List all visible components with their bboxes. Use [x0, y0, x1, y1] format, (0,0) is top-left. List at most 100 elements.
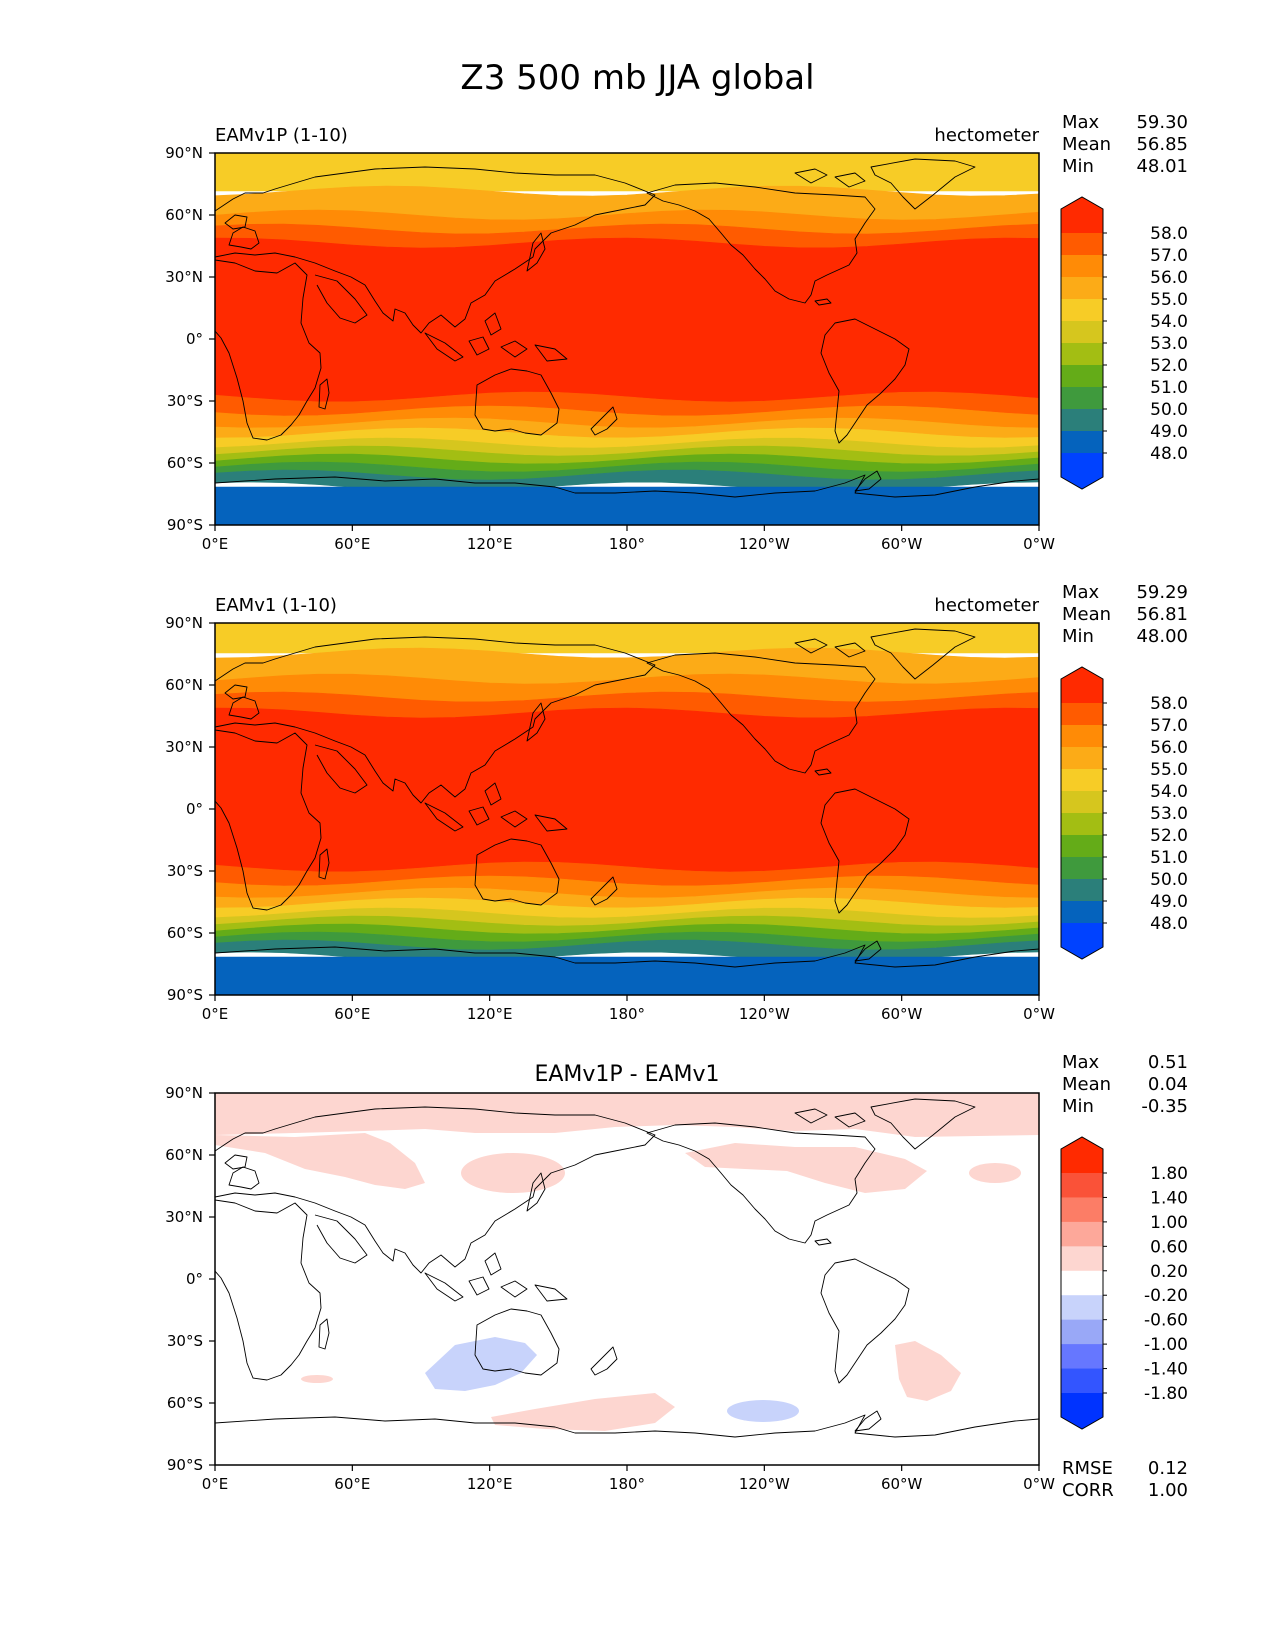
metric-value: 1.00 [1148, 1480, 1188, 1501]
colorbar-segment [1061, 1344, 1103, 1370]
colorbar-segment [1061, 277, 1103, 300]
lon-tick-label: 0°W [1023, 1005, 1055, 1023]
panel-left-title: EAMv1 (1-10) [215, 595, 337, 616]
lat-tick-label: 60°N [165, 206, 203, 224]
stat-label: Max [1062, 582, 1100, 603]
colorbar-bottom-arrow [1061, 923, 1103, 959]
stat-label: Min [1062, 626, 1094, 647]
colorbar-segment [1061, 387, 1103, 410]
lat-tick-label: 0° [186, 800, 203, 818]
colorbar-segment [1061, 747, 1103, 770]
colorbar-segment [1061, 409, 1103, 432]
colorbar-segment [1061, 857, 1103, 880]
colorbar-segment [1061, 1270, 1103, 1296]
colorbar-label: 52.0 [1150, 826, 1188, 846]
lon-tick-label: 0°W [1023, 1475, 1055, 1493]
colorbar-label: 1.40 [1150, 1188, 1188, 1208]
colorbar-label: 51.0 [1150, 378, 1188, 398]
lon-tick-label: 60°W [881, 1005, 923, 1023]
colorbar-label: 48.0 [1150, 914, 1188, 934]
colorbar-segment [1061, 365, 1103, 388]
lat-tick-label: 30°N [165, 1208, 203, 1226]
colorbar: 1.80 1.40 1.00 0.60 0.20 -0.20 -0.60 -1.00 -1.40… [1060, 1136, 1188, 1430]
panel-eamv1: 90°N 60°N 30°N 0° 30°S 60°S 90°S0°E 60°E 120°E 18… [165, 582, 1188, 1023]
colorbar-label: 55.0 [1150, 760, 1188, 780]
lat-tick-label: 90°N [165, 614, 203, 632]
lat-tick-label: 60°S [167, 454, 203, 472]
colorbar-label: 55.0 [1150, 290, 1188, 310]
metric-value: 0.12 [1148, 1458, 1188, 1479]
lat-tick-label: 0° [186, 1270, 203, 1288]
stat-value: 48.01 [1136, 156, 1188, 177]
panel-units: hectometer [934, 595, 1039, 616]
stat-value: 56.81 [1136, 604, 1188, 625]
colorbar-label: 53.0 [1150, 804, 1188, 824]
lon-tick-label: 180° [609, 1475, 645, 1493]
colorbar-segment [1061, 321, 1103, 344]
lon-tick-label: 180° [609, 1005, 645, 1023]
lon-tick-label: 60°W [881, 1475, 923, 1493]
stat-value: 0.51 [1148, 1052, 1188, 1073]
colorbar-top-arrow [1061, 197, 1103, 233]
metric-label: RMSE [1062, 1458, 1113, 1479]
lat-tick-label: 90°N [165, 1084, 203, 1102]
lon-tick-label: 0°W [1023, 535, 1055, 553]
colorbar-top-arrow [1061, 667, 1103, 703]
map-field [215, 1093, 1039, 1465]
lon-tick-label: 120°E [467, 535, 513, 553]
map-field [215, 153, 1039, 525]
lon-tick-label: 0°E [202, 1475, 229, 1493]
colorbar-label: -0.60 [1144, 1311, 1188, 1331]
colorbar-bottom-arrow [1061, 1393, 1103, 1429]
map-field [215, 623, 1039, 995]
colorbar-label: 56.0 [1150, 738, 1188, 758]
lon-tick-label: 60°W [881, 535, 923, 553]
lat-tick-label: 90°S [167, 1456, 203, 1474]
lon-tick-label: 0°E [202, 1005, 229, 1023]
lat-tick-label: 30°S [167, 1332, 203, 1350]
colorbar: 58.057.056.055.054.053.052.051.050.049.0… [1060, 666, 1188, 960]
lon-tick-label: 60°E [334, 1005, 370, 1023]
stat-value: 59.30 [1136, 112, 1188, 133]
colorbar-label: 49.0 [1150, 422, 1188, 442]
panel-units: hectometer [934, 125, 1039, 146]
stat-value: -0.35 [1141, 1096, 1188, 1117]
stat-value: 59.29 [1136, 582, 1188, 603]
stat-label: Max [1062, 1052, 1100, 1073]
colorbar-label: 0.60 [1150, 1237, 1188, 1257]
stat-value: 56.85 [1136, 134, 1188, 155]
colorbar: 58.057.056.055.054.053.052.051.050.049.0… [1060, 196, 1188, 490]
colorbar-segment [1061, 813, 1103, 836]
colorbar-segment [1061, 233, 1103, 256]
lon-tick-label: 60°E [334, 1475, 370, 1493]
lon-tick-label: 120°E [467, 1005, 513, 1023]
lon-tick-label: 180° [609, 535, 645, 553]
panel-center-title: EAMv1P - EAMv1 [534, 1062, 719, 1087]
colorbar-label: 57.0 [1150, 246, 1188, 266]
colorbar-label: 50.0 [1150, 400, 1188, 420]
colorbar-label: 58.0 [1150, 224, 1188, 244]
colorbar-label: 52.0 [1150, 356, 1188, 376]
colorbar-bottom-arrow [1061, 453, 1103, 489]
lon-tick-label: 120°W [739, 1005, 790, 1023]
colorbar-label: 1.80 [1150, 1164, 1188, 1184]
stat-label: Min [1062, 1096, 1094, 1117]
colorbar-label: 1.00 [1150, 1213, 1188, 1233]
colorbar-segment [1061, 1173, 1103, 1198]
colorbar-top-arrow [1061, 1137, 1103, 1173]
stat-label: Mean [1062, 1074, 1111, 1095]
panel-difference: 90°N 60°N 30°N 0° 30°S 60°S 90°S0°E 60°E 120°E 18… [165, 1052, 1188, 1501]
lat-tick-label: 60°S [167, 1394, 203, 1412]
lat-tick-label: 30°N [165, 268, 203, 286]
lon-tick-label: 120°E [467, 1475, 513, 1493]
stat-label: Mean [1062, 604, 1111, 625]
lat-tick-label: 90°S [167, 516, 203, 534]
colorbar-label: 54.0 [1150, 312, 1188, 332]
colorbar-segment [1061, 1295, 1103, 1321]
colorbar-label: 48.0 [1150, 444, 1188, 464]
colorbar-label: 54.0 [1150, 782, 1188, 802]
colorbar-segment [1061, 901, 1103, 924]
colorbar-label: 53.0 [1150, 334, 1188, 354]
panel-left-title: EAMv1P (1-10) [215, 125, 348, 146]
colorbar-label: 57.0 [1150, 716, 1188, 736]
